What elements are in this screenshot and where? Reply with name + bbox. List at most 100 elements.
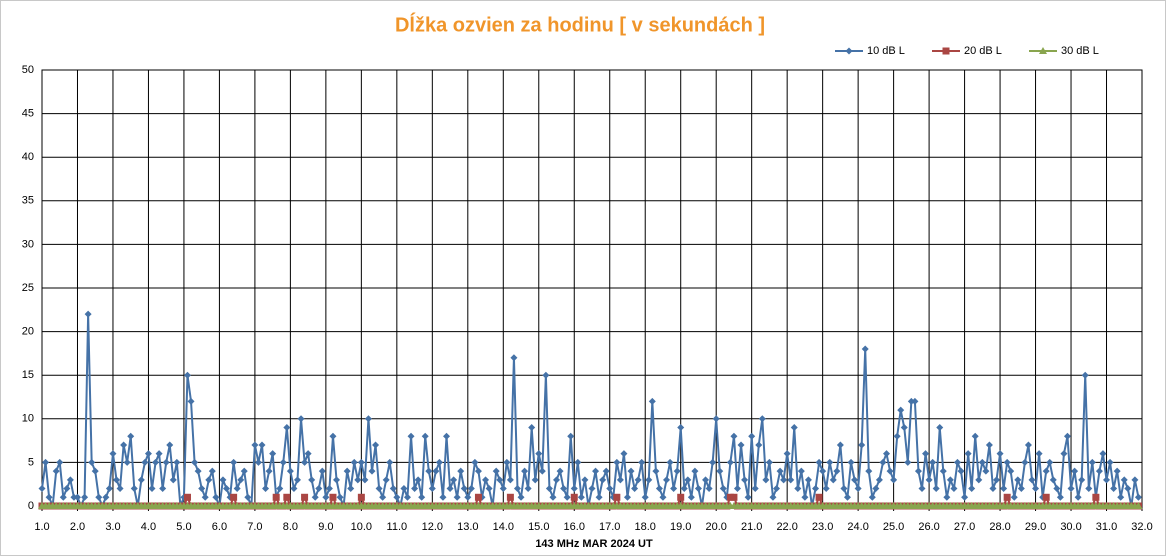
point — [709, 458, 717, 466]
x-tick-label: 7.0 — [247, 521, 262, 533]
point — [144, 450, 152, 458]
x-tick-label: 28.0 — [989, 521, 1010, 533]
point — [971, 432, 979, 440]
point — [1134, 502, 1143, 509]
point — [162, 458, 170, 466]
point — [1053, 485, 1061, 493]
point — [602, 467, 610, 475]
point — [95, 493, 103, 501]
point — [659, 493, 667, 501]
point — [978, 458, 986, 466]
point — [379, 493, 387, 501]
point — [623, 493, 631, 501]
point — [368, 467, 376, 475]
point — [173, 458, 181, 466]
point — [1085, 485, 1093, 493]
point — [191, 458, 199, 466]
point — [1120, 476, 1128, 484]
y-tick-label: 45 — [22, 108, 34, 120]
point — [1060, 450, 1068, 458]
point — [687, 493, 695, 501]
point — [42, 458, 50, 466]
point — [993, 476, 1001, 484]
point — [996, 450, 1004, 458]
point — [922, 450, 930, 458]
y-tick-label: 5 — [28, 456, 34, 468]
point — [865, 467, 873, 475]
x-tick-label: 24.0 — [847, 521, 868, 533]
point — [872, 485, 880, 493]
point — [804, 476, 812, 484]
point — [301, 458, 309, 466]
point — [843, 493, 851, 501]
point — [407, 432, 415, 440]
point — [116, 485, 124, 493]
point — [499, 485, 507, 493]
point — [741, 476, 749, 484]
point — [553, 476, 561, 484]
point — [680, 485, 688, 493]
point — [663, 476, 671, 484]
point — [1000, 485, 1008, 493]
point — [570, 493, 578, 501]
point — [833, 467, 841, 475]
point — [1067, 485, 1075, 493]
point — [258, 441, 266, 449]
x-tick-label: 4.0 — [141, 521, 156, 533]
point — [418, 493, 426, 501]
point — [513, 485, 521, 493]
point — [1081, 371, 1089, 379]
point — [1032, 485, 1040, 493]
point — [1024, 441, 1032, 449]
point — [957, 467, 965, 475]
point — [155, 450, 163, 458]
x-tick-label: 13.0 — [457, 521, 478, 533]
point — [1074, 493, 1082, 501]
point — [269, 450, 277, 458]
point — [364, 415, 372, 423]
point — [890, 476, 898, 484]
point — [393, 493, 401, 501]
point — [467, 485, 475, 493]
point — [1014, 476, 1022, 484]
point — [333, 476, 341, 484]
point — [1113, 467, 1121, 475]
point — [421, 432, 429, 440]
point — [1046, 458, 1054, 466]
point — [567, 432, 575, 440]
point — [88, 458, 96, 466]
point — [556, 467, 564, 475]
y-tick-label: 35 — [22, 195, 34, 207]
point — [1003, 493, 1011, 501]
point — [1117, 493, 1125, 501]
point — [403, 493, 411, 501]
point — [372, 441, 380, 449]
point — [1035, 450, 1043, 458]
point — [446, 485, 454, 493]
point — [691, 467, 699, 475]
legend: 10 dB L 20 dB L 30 dB L — [835, 45, 1099, 57]
point — [183, 493, 191, 501]
point — [212, 493, 220, 501]
point — [414, 476, 422, 484]
point — [790, 424, 798, 432]
point — [599, 476, 607, 484]
point — [780, 476, 788, 484]
point — [631, 485, 639, 493]
point — [510, 354, 518, 362]
point — [400, 485, 408, 493]
point — [641, 493, 649, 501]
point — [549, 493, 557, 501]
point — [879, 458, 887, 466]
point — [1110, 485, 1118, 493]
point — [655, 485, 663, 493]
point — [343, 467, 351, 475]
point — [1007, 467, 1015, 475]
y-tick-label: 20 — [22, 326, 34, 338]
point — [293, 476, 301, 484]
point — [244, 493, 252, 501]
point — [1042, 467, 1050, 475]
x-tick-label: 14.0 — [493, 521, 514, 533]
point — [751, 485, 759, 493]
point — [496, 476, 504, 484]
